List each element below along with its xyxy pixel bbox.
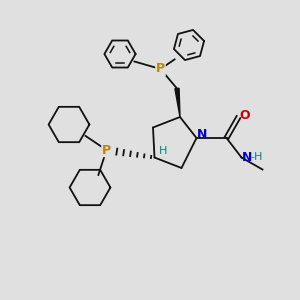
Polygon shape: [175, 88, 180, 117]
Text: P: P: [156, 62, 165, 76]
Text: N: N: [197, 128, 207, 142]
Text: P: P: [102, 143, 111, 157]
Text: -H: -H: [251, 152, 263, 162]
Text: O: O: [240, 109, 250, 122]
Text: N: N: [242, 151, 252, 164]
Text: H: H: [159, 146, 167, 156]
